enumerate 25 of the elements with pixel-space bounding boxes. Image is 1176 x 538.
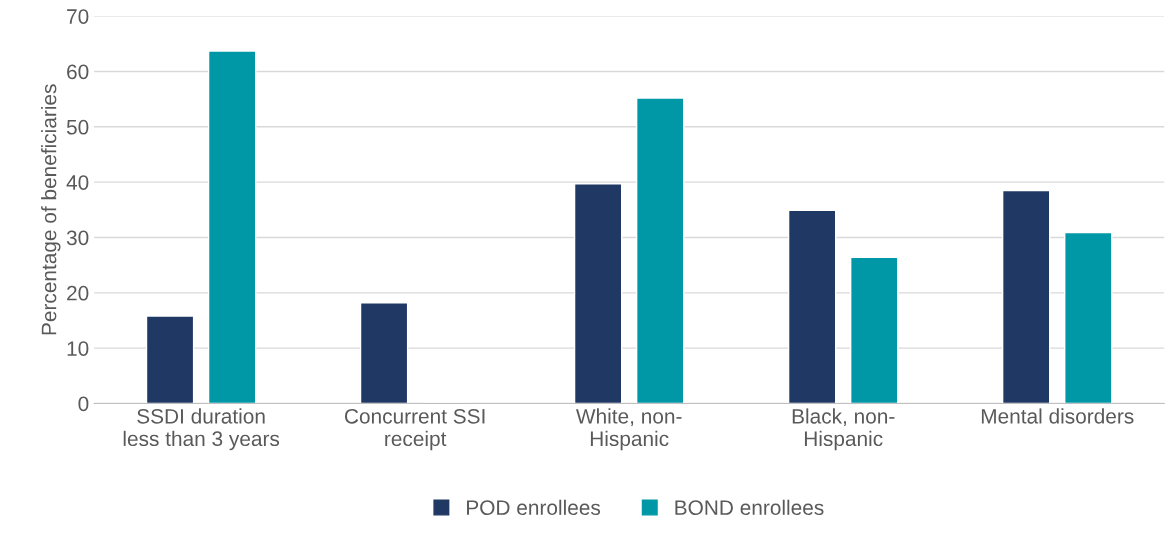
bar	[145, 315, 195, 404]
bar	[635, 97, 685, 404]
x-tick-label: Mental disorders	[981, 408, 1134, 424]
y-tick-label: 0	[78, 396, 89, 412]
bar	[1064, 231, 1113, 404]
x-tick-label: SSDI duration less than 3 years	[123, 408, 280, 451]
bar	[573, 183, 623, 404]
legend-label: BOND enrollees	[675, 499, 824, 516]
bar	[787, 209, 837, 404]
y-tick-label: 10	[67, 341, 89, 356]
y-tick-label: 60	[67, 64, 89, 80]
x-tick-label: Black, non- Hispanic	[792, 408, 895, 451]
x-tick-label: White, non- Hispanic	[575, 408, 682, 451]
bar	[1001, 189, 1051, 404]
y-tick-label: 20	[67, 285, 89, 301]
bar	[207, 50, 257, 404]
y-tick-label: 70	[67, 9, 89, 24]
bar	[359, 302, 409, 404]
y-axis-title: Percentage of beneficiaries	[41, 84, 61, 335]
y-tick-label: 30	[66, 230, 89, 246]
legend-label: POD enrollees	[467, 499, 601, 516]
y-tick-label: 50	[66, 119, 89, 135]
bar	[849, 256, 899, 404]
y-tick-label: 40	[66, 175, 89, 190]
x-tick-label: Concurrent SSI receipt	[344, 408, 485, 451]
